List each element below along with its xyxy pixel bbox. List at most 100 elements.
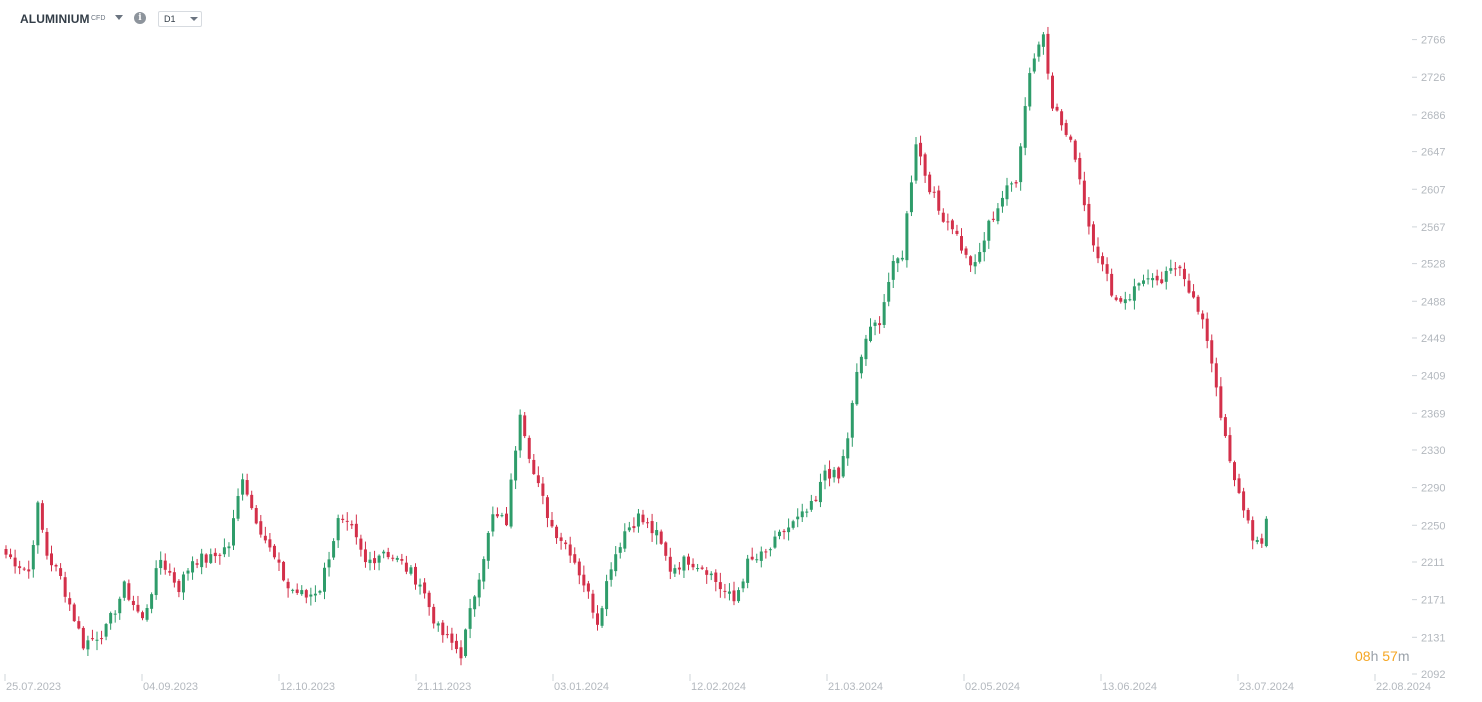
candle (50, 545, 53, 572)
candle (1037, 41, 1041, 62)
y-tick-label: 2528 (1421, 259, 1445, 271)
candle (778, 529, 781, 540)
candle (573, 547, 577, 565)
candle (682, 555, 686, 578)
candle-body-down (1073, 140, 1077, 160)
candle (705, 566, 709, 584)
candle (1173, 262, 1177, 277)
candle (163, 553, 167, 575)
candle (59, 563, 63, 580)
candle-body-up (222, 547, 226, 555)
candle (445, 625, 449, 639)
candle-body-up (1255, 539, 1259, 542)
candle (373, 550, 377, 570)
candle-body-up (1164, 270, 1168, 282)
candle (882, 294, 886, 329)
candle-body-down (172, 572, 176, 583)
candle (641, 509, 645, 525)
candle-body-down (27, 569, 31, 572)
candle (1214, 357, 1218, 397)
candle-body-up (31, 545, 35, 570)
info-icon[interactable]: i (134, 12, 146, 24)
candle (104, 622, 108, 641)
candle (300, 585, 304, 596)
candle (646, 517, 650, 529)
candle (1078, 152, 1082, 185)
candle (1105, 257, 1109, 282)
candle (545, 495, 549, 528)
candle (9, 548, 13, 560)
candle (54, 563, 58, 572)
candle (268, 533, 272, 552)
candle (218, 553, 222, 565)
candle-body-down (1155, 275, 1159, 281)
candle-body-down (286, 581, 290, 589)
candle-body-down (573, 554, 577, 563)
candle-body-down (50, 553, 53, 566)
candle (768, 547, 772, 557)
candle-body-up (109, 613, 113, 624)
candle-body-up (368, 559, 372, 564)
candle-body-down (1173, 268, 1177, 270)
candle (823, 464, 827, 490)
candle (896, 257, 900, 273)
candle (814, 495, 818, 503)
candle-body-down (946, 221, 950, 223)
candle (154, 560, 158, 600)
candle-body-down (427, 592, 431, 608)
x-tick-label: 21.03.2024 (828, 681, 883, 693)
candle (377, 554, 381, 571)
candle (354, 514, 358, 545)
candle-body-down (718, 582, 722, 590)
candle (427, 590, 431, 616)
candle (259, 514, 263, 538)
candle-body-down (1178, 266, 1182, 269)
candle (655, 522, 659, 545)
symbol-name[interactable]: ALUMINIUM (20, 12, 90, 26)
candle-body-down (878, 323, 882, 326)
candle (1041, 31, 1045, 55)
candle-body-down (991, 218, 995, 220)
candle (1082, 171, 1086, 212)
candle-body-up (841, 456, 845, 477)
candle (1205, 312, 1209, 349)
candle (4, 545, 8, 559)
candle-body-up (1142, 280, 1145, 284)
candle (441, 620, 445, 643)
candle (468, 598, 472, 639)
candle (1064, 119, 1068, 137)
candle (691, 558, 695, 571)
candle (1096, 237, 1100, 264)
candle (1119, 296, 1123, 304)
candle-body-up (759, 551, 763, 561)
candle (118, 596, 122, 620)
x-tick-label: 13.06.2024 (1102, 681, 1157, 693)
candle-body-up (636, 513, 640, 527)
candle (1005, 177, 1009, 206)
candle (614, 546, 618, 577)
x-tick-label: 12.10.2023 (280, 681, 335, 693)
candle-body-up (186, 570, 190, 574)
candle-body-down (1233, 462, 1236, 481)
caret-down-icon[interactable] (115, 15, 123, 20)
candle-body-up (832, 469, 836, 478)
candle (850, 400, 854, 447)
candle (1160, 271, 1164, 285)
candle (709, 571, 713, 581)
candle-body-up (318, 590, 322, 593)
candle-body-down (705, 570, 709, 575)
candle (363, 541, 367, 568)
candle-body-down (459, 647, 463, 659)
candle-body-up (181, 574, 185, 593)
candle (232, 509, 235, 550)
candle (491, 506, 495, 537)
candle-body-down (764, 551, 768, 553)
candle-body-down (677, 567, 681, 570)
x-tick-label: 12.02.2024 (691, 681, 746, 693)
timeframe-select[interactable]: D1 (158, 11, 202, 27)
candle (127, 579, 131, 602)
candle-body-up (159, 559, 163, 569)
candle (1169, 259, 1173, 274)
candles-layer (4, 26, 1268, 666)
